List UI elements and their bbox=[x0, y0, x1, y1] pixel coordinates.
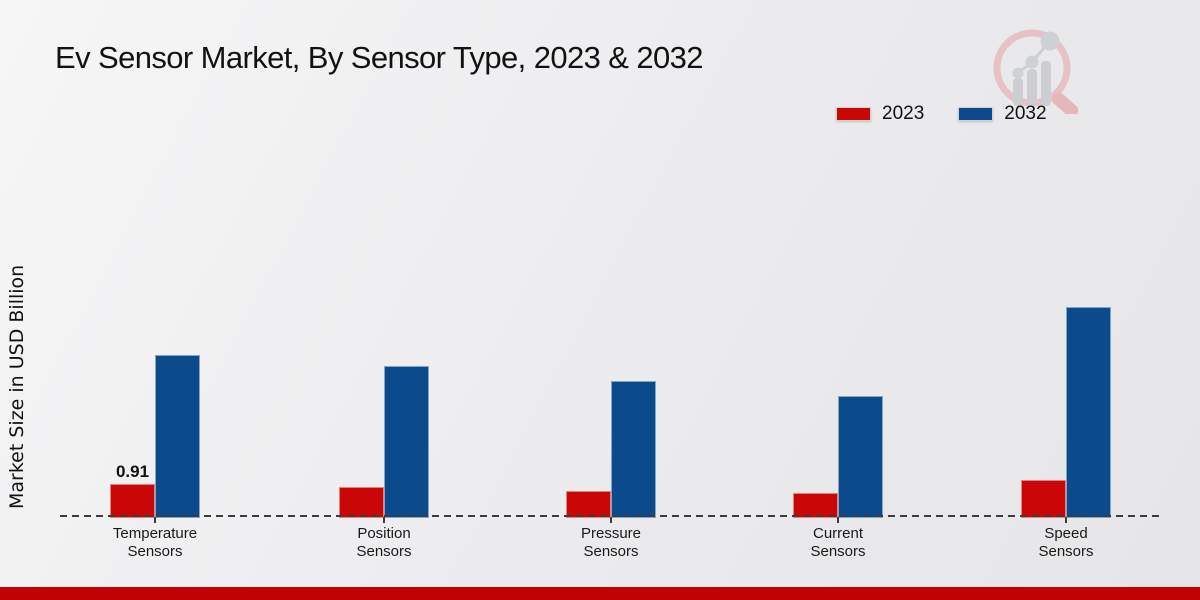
data-label-2023: 0.91 bbox=[115, 462, 150, 481]
x-axis-tick-pressure-sensors bbox=[610, 517, 612, 523]
chart-title: Ev Sensor Market, By Sensor Type, 2023 &… bbox=[55, 40, 704, 75]
legend-item-2023: 2023 bbox=[836, 103, 924, 125]
legend-item-2032: 2032 bbox=[958, 103, 1047, 125]
bar-2032-temperature-sensors bbox=[155, 355, 200, 518]
category-label-position-sensors: Position Sensors bbox=[356, 525, 412, 560]
x-axis-tick-speed-sensors bbox=[1065, 517, 1067, 523]
bar-2023-position-sensors bbox=[339, 487, 384, 518]
legend-label-2032: 2032 bbox=[1004, 103, 1047, 124]
legend-swatch-2032 bbox=[958, 107, 994, 121]
bar-2023-pressure-sensors bbox=[566, 491, 611, 518]
bar-2032-speed-sensors bbox=[1066, 307, 1111, 518]
bar-2032-current-sensors bbox=[838, 396, 883, 518]
bar-2023-speed-sensors bbox=[1021, 480, 1066, 518]
bar-2023-temperature-sensors bbox=[110, 484, 155, 518]
legend: 2023 2032 bbox=[836, 103, 1047, 125]
x-axis-tick-current-sensors bbox=[837, 517, 839, 523]
category-label-temperature-sensors: Temperature Sensors bbox=[112, 525, 198, 560]
x-axis-tick-temperature-sensors bbox=[154, 517, 156, 523]
footer-red-strip bbox=[0, 587, 1200, 600]
category-label-speed-sensors: Speed Sensors bbox=[1038, 525, 1094, 560]
bar-2032-pressure-sensors bbox=[611, 381, 656, 518]
category-label-pressure-sensors: Pressure Sensors bbox=[580, 525, 642, 560]
legend-label-2023: 2023 bbox=[882, 103, 925, 124]
bar-2032-position-sensors bbox=[384, 366, 429, 518]
legend-swatch-2023 bbox=[836, 107, 871, 121]
magnifier-chart-logo-icon bbox=[993, 29, 1079, 114]
x-axis-tick-position-sensors bbox=[383, 517, 385, 523]
x-axis-dashed-line bbox=[60, 515, 1162, 517]
bar-2023-current-sensors bbox=[793, 493, 838, 518]
category-label-current-sensors: Current Sensors bbox=[810, 525, 866, 560]
